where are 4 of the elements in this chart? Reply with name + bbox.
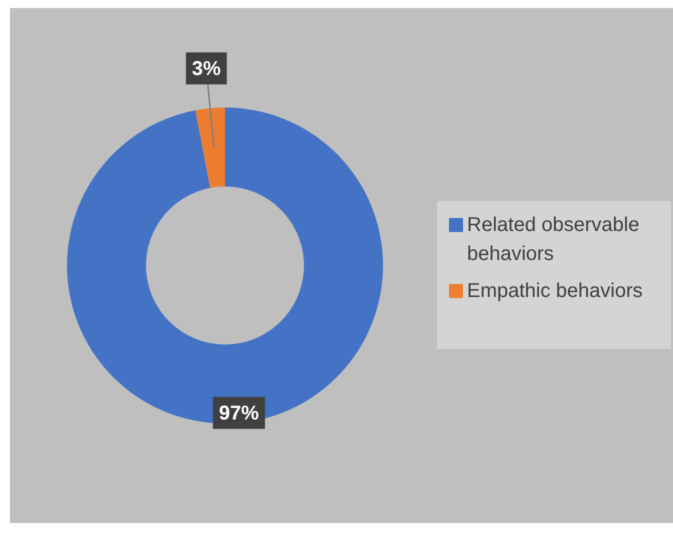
legend-label: Empathic behaviors xyxy=(467,279,643,304)
data-label: 97% xyxy=(218,402,260,424)
data-label: 3% xyxy=(192,58,222,80)
legend-label: Related observable behaviors xyxy=(467,213,640,267)
